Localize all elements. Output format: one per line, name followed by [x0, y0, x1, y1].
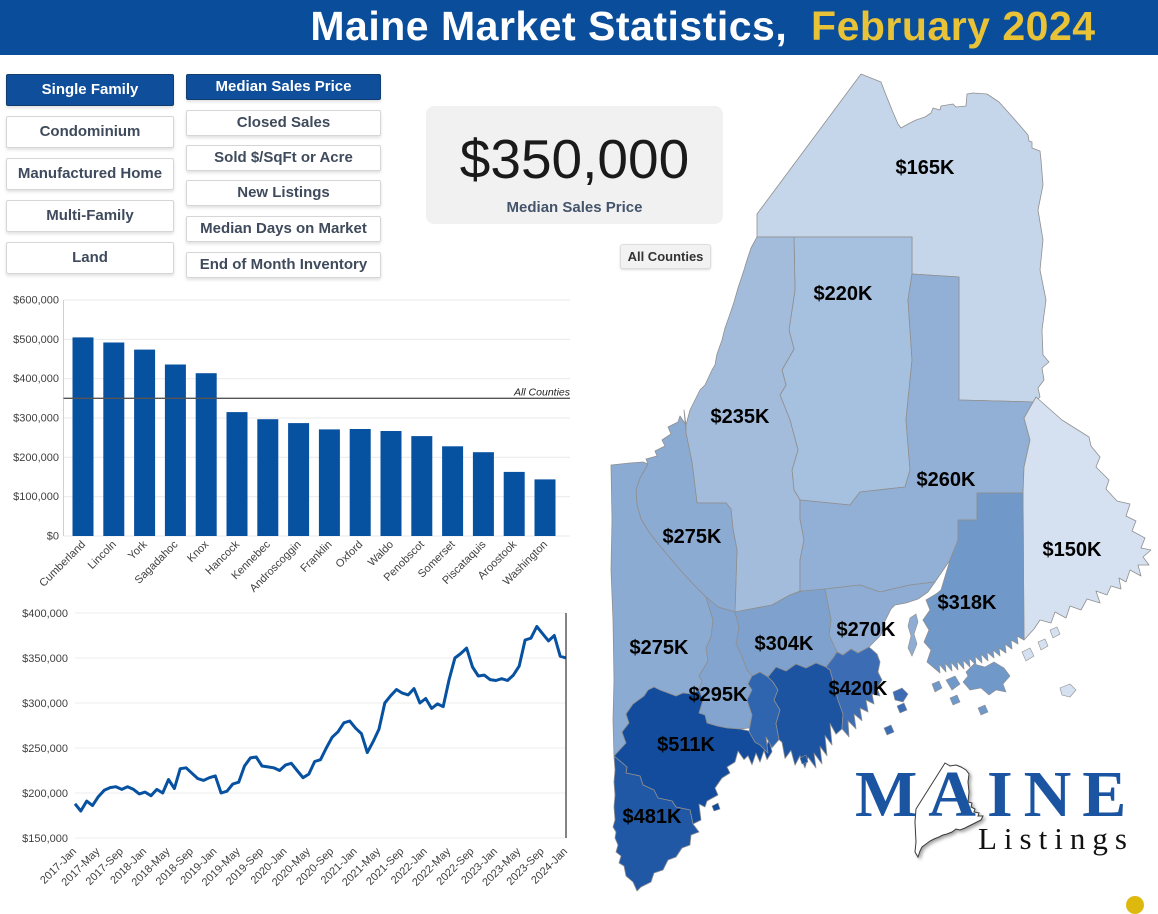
svg-text:$150K: $150K [1043, 539, 1102, 561]
svg-text:York: York [126, 538, 150, 562]
svg-text:$275K: $275K [630, 637, 689, 659]
svg-text:$500,000: $500,000 [13, 334, 59, 346]
svg-text:Lincoln: Lincoln [86, 539, 119, 572]
svg-text:$511K: $511K [657, 734, 715, 756]
svg-text:$220K: $220K [814, 283, 873, 305]
svg-text:$0: $0 [47, 531, 59, 543]
svg-text:$350,000: $350,000 [22, 653, 68, 665]
svg-text:$295K: $295K [689, 684, 748, 706]
svg-text:$420K: $420K [829, 678, 888, 700]
svg-text:$250,000: $250,000 [22, 743, 68, 755]
svg-text:Franklin: Franklin [298, 539, 334, 575]
svg-text:$275K: $275K [663, 526, 722, 548]
svg-text:$150,000: $150,000 [22, 833, 68, 845]
svg-text:$300,000: $300,000 [22, 698, 68, 710]
svg-text:$235K: $235K [711, 406, 770, 428]
svg-text:$304K: $304K [755, 633, 814, 655]
svg-text:$260K: $260K [917, 469, 976, 491]
svg-text:$600,000: $600,000 [13, 295, 59, 307]
svg-text:$200,000: $200,000 [22, 788, 68, 800]
svg-text:$100,000: $100,000 [13, 491, 59, 503]
svg-text:$165K: $165K [896, 157, 955, 179]
svg-text:$481K: $481K [623, 806, 682, 828]
svg-text:Knox: Knox [185, 538, 212, 565]
svg-text:Cumberland: Cumberland [37, 539, 88, 590]
svg-text:Oxford: Oxford [333, 539, 365, 571]
svg-text:All Counties: All Counties [513, 386, 571, 398]
svg-text:$300,000: $300,000 [13, 413, 59, 425]
svg-text:$318K: $318K [938, 592, 997, 614]
svg-text:$400,000: $400,000 [13, 373, 59, 385]
svg-text:$200,000: $200,000 [13, 452, 59, 464]
svg-text:$400,000: $400,000 [22, 608, 68, 620]
svg-text:$270K: $270K [837, 619, 896, 641]
